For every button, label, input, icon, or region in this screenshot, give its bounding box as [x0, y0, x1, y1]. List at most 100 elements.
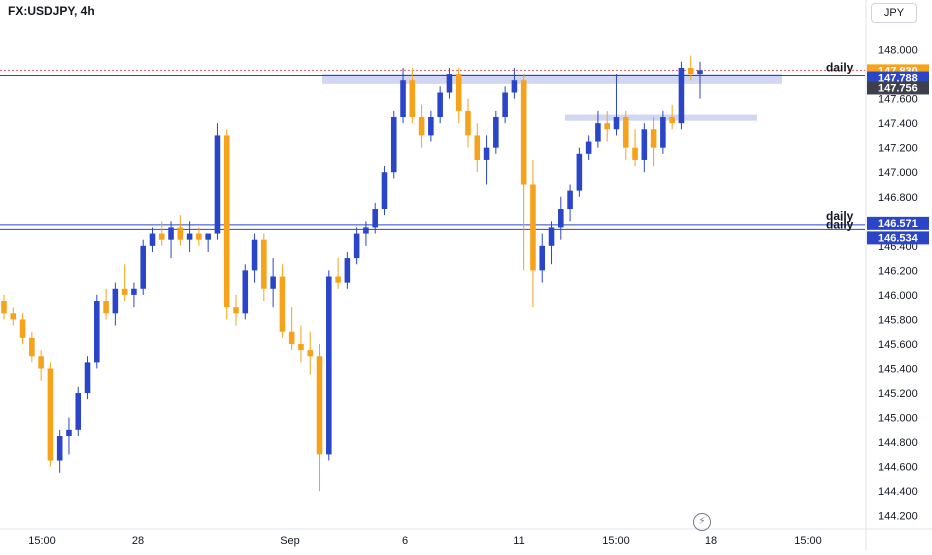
- candle-body: [84, 362, 91, 394]
- candle-body: [595, 123, 601, 142]
- candle-body: [140, 245, 146, 289]
- candle-body: [131, 288, 137, 295]
- candle-body: [687, 67, 694, 75]
- candle-body: [511, 80, 518, 93]
- candle-body: [493, 117, 499, 148]
- candle-body: [1, 301, 7, 314]
- candle-body: [678, 67, 685, 124]
- candle-body: [223, 135, 230, 308]
- y-tick-label: 146.200: [878, 265, 918, 277]
- candle-body: [669, 117, 675, 124]
- candle-body: [650, 129, 657, 148]
- candle-body: [66, 429, 72, 436]
- candle-body: [288, 331, 295, 344]
- candle-body: [47, 368, 54, 461]
- resistance-zone: [322, 74, 782, 84]
- candle-body: [437, 92, 443, 118]
- y-tick-label: 144.800: [878, 437, 918, 449]
- candle-body: [576, 153, 583, 191]
- candle-body: [38, 356, 44, 369]
- candle-body: [196, 233, 202, 240]
- price-label-bg: [867, 71, 929, 85]
- y-tick-label: 147.000: [878, 167, 918, 179]
- candle-body: [539, 245, 546, 271]
- x-tick-label: 15:00: [602, 535, 630, 547]
- candle-body: [363, 227, 369, 234]
- price-label-bg: [867, 81, 929, 95]
- candle-body: [344, 258, 351, 283]
- candle-body: [29, 337, 35, 357]
- candle-body: [335, 276, 341, 283]
- y-tick-label: 145.400: [878, 364, 918, 376]
- candle-body: [10, 313, 17, 320]
- y-tick-label: 147.600: [878, 94, 918, 106]
- candle-body: [353, 233, 360, 259]
- candle-body: [94, 301, 100, 363]
- y-tick-label: 144.200: [878, 511, 918, 523]
- candle-body: [326, 276, 332, 455]
- candle-body: [149, 233, 156, 246]
- candle-body: [103, 301, 109, 314]
- candle-body: [604, 123, 610, 130]
- y-tick-label: 144.600: [878, 462, 918, 474]
- candle-body: [75, 393, 82, 430]
- x-tick-label: Sep: [280, 535, 300, 547]
- replay-icon[interactable]: ⚡: [693, 513, 711, 531]
- y-tick-label: 145.000: [878, 413, 918, 425]
- candle-body: [446, 74, 453, 93]
- candle-body: [251, 239, 258, 271]
- x-tick-label: 15:00: [28, 535, 56, 547]
- candle-body: [585, 141, 592, 154]
- candle-body: [112, 288, 119, 314]
- x-tick-label: 11: [513, 535, 524, 547]
- y-tick-label: 146.800: [878, 192, 918, 204]
- candle-body: [214, 135, 221, 234]
- candle-body: [502, 92, 508, 118]
- candle-body: [428, 117, 434, 136]
- x-tick-label: 6: [402, 535, 408, 547]
- candle-body: [270, 276, 276, 289]
- candle-body: [121, 288, 128, 295]
- symbol-label[interactable]: FX:USDJPY, 4h: [8, 4, 95, 18]
- candle-body: [567, 190, 573, 210]
- x-tick-label: 18: [705, 535, 717, 547]
- y-tick-label: 147.400: [878, 118, 918, 130]
- price-label-bg: [867, 216, 929, 230]
- candle-body: [261, 239, 267, 289]
- candle-body: [418, 117, 425, 136]
- candle-body: [641, 129, 648, 160]
- y-tick-label: 147.200: [878, 143, 918, 155]
- price-label: 147.756: [878, 82, 918, 94]
- candle-body: [558, 209, 564, 228]
- candle-body: [632, 147, 638, 160]
- y-tick-label: 146.000: [878, 290, 918, 302]
- candle-body: [474, 135, 481, 160]
- candle-body: [622, 117, 629, 148]
- candle-body: [56, 435, 63, 461]
- candle-body: [279, 276, 286, 332]
- x-tick-label: 28: [132, 535, 144, 547]
- candle-body: [316, 356, 323, 455]
- candle-body: [697, 70, 703, 75]
- candle-body: [242, 270, 249, 314]
- currency-button[interactable]: JPY: [871, 3, 917, 23]
- candle-body: [205, 233, 211, 240]
- candle-body: [381, 172, 388, 210]
- candle-body: [660, 117, 666, 148]
- y-tick-label: 145.200: [878, 388, 918, 400]
- candle-body: [400, 80, 406, 118]
- candle-body: [530, 184, 536, 271]
- candle-body: [186, 233, 193, 240]
- candle-body: [158, 233, 165, 240]
- candle-body: [298, 343, 304, 351]
- candle-body: [168, 227, 174, 240]
- level-label: daily: [826, 61, 854, 75]
- y-tick-label: 148.000: [878, 45, 918, 57]
- level-label: daily: [826, 209, 854, 223]
- candle-body: [233, 307, 239, 314]
- candle-body: [372, 209, 378, 228]
- price-label-bg: [867, 231, 929, 245]
- candle-body: [390, 117, 397, 173]
